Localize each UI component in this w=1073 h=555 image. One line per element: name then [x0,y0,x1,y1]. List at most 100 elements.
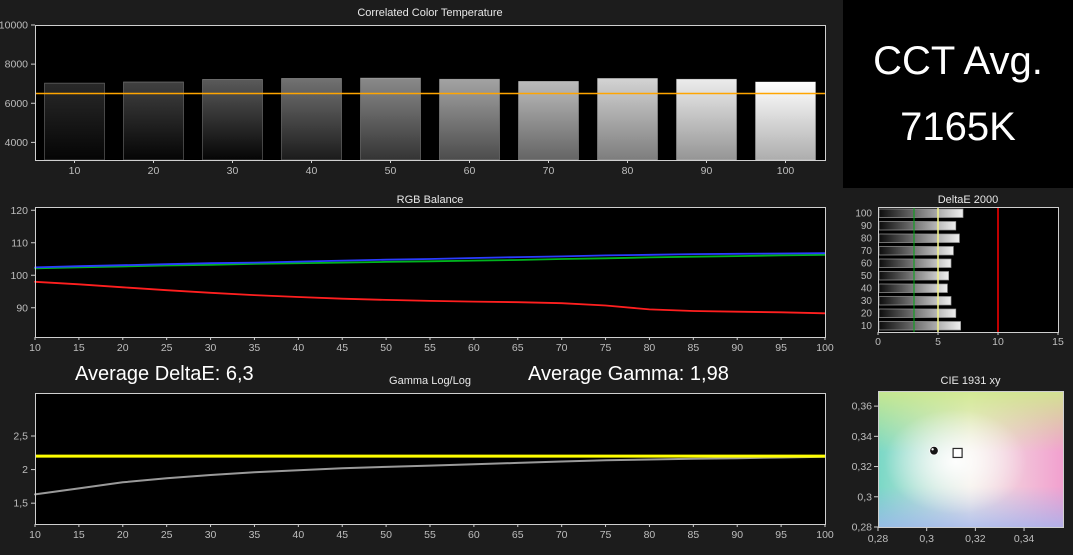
svg-text:20: 20 [861,309,873,320]
svg-text:0,36: 0,36 [852,401,873,413]
svg-text:30: 30 [861,296,873,307]
cct-average-label: CCT Avg. [873,39,1043,83]
svg-text:100: 100 [816,529,834,541]
svg-text:35: 35 [249,342,261,354]
gamma-canvas: 1,5 2 2,5 10 15 20 25 30 35 40 45 50 55 60 65 70 75 80 85 9… [13,393,834,541]
svg-text:70: 70 [556,342,568,354]
svg-text:0,34: 0,34 [1014,533,1035,545]
cie-canvas: 0,28 0,3 0,32 0,34 0,36 0,28 0,3 0,32 0,34 [852,391,1064,545]
svg-text:1,5: 1,5 [13,498,28,510]
svg-text:45: 45 [336,342,348,354]
svg-text:75: 75 [600,529,612,541]
cct-average-value: 7165K [900,105,1016,149]
cie-chart: 0,28 0,3 0,32 0,34 0,36 0,28 0,3 0,32 0,34 CIE 1… [843,373,1073,555]
svg-text:10: 10 [861,321,873,332]
svg-text:15: 15 [73,342,85,354]
svg-text:20: 20 [148,165,160,177]
svg-text:50: 50 [380,342,392,354]
cie-title: CIE 1931 xy [940,375,1001,387]
svg-text:55: 55 [424,529,436,541]
svg-text:45: 45 [336,529,348,541]
svg-text:15: 15 [1052,336,1064,348]
svg-text:100: 100 [10,270,28,282]
svg-text:10: 10 [29,529,41,541]
svg-text:8000: 8000 [5,59,29,71]
svg-text:20: 20 [117,529,129,541]
svg-text:10: 10 [69,165,81,177]
svg-text:80: 80 [622,165,634,177]
svg-text:20: 20 [117,342,129,354]
svg-text:100: 100 [777,165,795,177]
svg-text:100: 100 [816,342,834,354]
svg-text:40: 40 [306,165,318,177]
svg-text:40: 40 [292,529,304,541]
svg-text:90: 90 [861,221,873,232]
svg-text:40: 40 [292,342,304,354]
svg-text:40: 40 [861,284,873,295]
svg-text:120: 120 [10,205,28,217]
svg-text:75: 75 [600,342,612,354]
svg-text:25: 25 [161,342,173,354]
cct-chart: 10 20 30 40 50 60 70 80 90 100 4000 6000 8000 10000 C… [0,0,843,188]
svg-text:6000: 6000 [5,98,29,110]
svg-text:25: 25 [161,529,173,541]
svg-text:65: 65 [512,342,524,354]
svg-text:60: 60 [468,529,480,541]
svg-text:80: 80 [644,342,656,354]
delta-e-chart: 100 90 80 70 60 50 40 30 20 10 0 5 10 15 DeltaE 2000 [843,193,1073,355]
svg-text:15: 15 [73,529,85,541]
gamma-chart: 1,5 2 2,5 10 15 20 25 30 35 40 45 50 55 60 65 70 75 80 85 9… [0,373,843,555]
svg-text:90: 90 [701,165,713,177]
svg-text:60: 60 [468,342,480,354]
svg-text:90: 90 [16,302,28,314]
svg-text:30: 30 [205,342,217,354]
svg-text:90: 90 [731,529,743,541]
svg-text:70: 70 [861,246,873,257]
svg-text:2: 2 [22,464,28,476]
svg-text:85: 85 [687,342,699,354]
svg-text:80: 80 [644,529,656,541]
cct-chart-title: Correlated Color Temperature [357,7,503,19]
svg-text:2,5: 2,5 [13,430,28,442]
svg-text:10: 10 [992,336,1004,348]
rgb-balance-title: RGB Balance [396,194,464,206]
svg-text:0,3: 0,3 [919,533,934,545]
svg-text:100: 100 [855,209,872,220]
svg-text:70: 70 [556,529,568,541]
rgb-balance-canvas: 90 100 110 120 10 15 20 25 30 35 40 45 50 55 60 65 70 75 8… [10,205,834,354]
svg-text:0,3: 0,3 [857,491,872,503]
svg-text:10: 10 [29,342,41,354]
svg-text:0,28: 0,28 [868,533,889,545]
svg-text:80: 80 [861,234,873,245]
average-gamma-text: Average Gamma: 1,98 [528,363,729,385]
svg-text:30: 30 [205,529,217,541]
svg-text:95: 95 [775,529,787,541]
svg-text:5: 5 [935,336,941,348]
svg-text:30: 30 [227,165,239,177]
svg-text:0,28: 0,28 [852,522,873,534]
svg-text:35: 35 [249,529,261,541]
svg-text:0,32: 0,32 [965,533,986,545]
svg-text:95: 95 [775,342,787,354]
svg-text:0,32: 0,32 [852,461,873,473]
average-delta-e-text: Average DeltaE: 6,3 [75,363,254,385]
svg-text:10000: 10000 [0,20,28,32]
gamma-title: Gamma Log/Log [389,375,471,387]
svg-text:50: 50 [861,271,873,282]
svg-text:4000: 4000 [5,137,29,149]
rgb-balance-chart: 90 100 110 120 10 15 20 25 30 35 40 45 50 55 60 65 70 75 8… [0,193,843,365]
svg-text:65: 65 [512,529,524,541]
svg-text:50: 50 [385,165,397,177]
svg-text:60: 60 [464,165,476,177]
cct-chart-canvas: 10 20 30 40 50 60 70 80 90 100 4000 6000 8000 10000 [0,20,826,177]
delta-e-title: DeltaE 2000 [937,194,999,206]
svg-text:85: 85 [687,529,699,541]
svg-text:70: 70 [543,165,555,177]
svg-text:0,34: 0,34 [852,431,873,443]
svg-text:0: 0 [875,336,881,348]
cct-average-panel: CCT Avg. 7165K [843,0,1073,188]
svg-text:55: 55 [424,342,436,354]
svg-text:90: 90 [731,342,743,354]
svg-text:60: 60 [861,259,873,270]
